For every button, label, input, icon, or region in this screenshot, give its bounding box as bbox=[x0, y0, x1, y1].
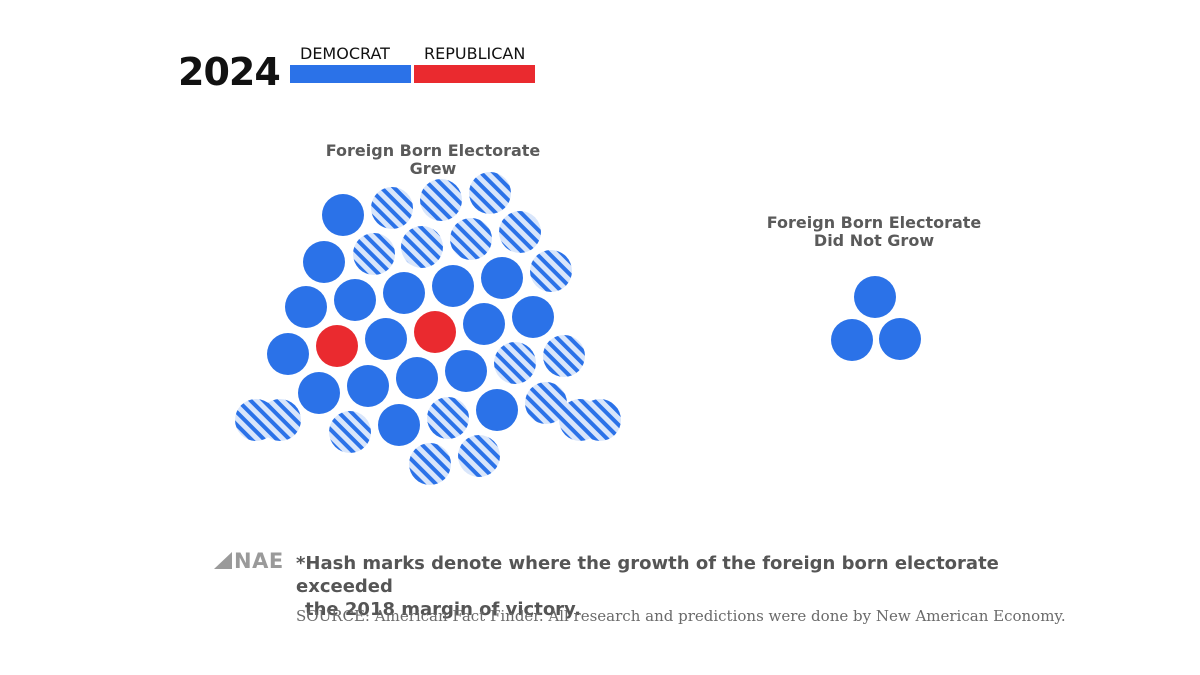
legend-republican-label: REPUBLICAN bbox=[424, 44, 526, 63]
dot-democrat-hash-c0-31 bbox=[525, 382, 567, 424]
legend-democrat-label: DEMOCRAT bbox=[300, 44, 390, 63]
footnote-line1: *Hash marks denote where the growth of t… bbox=[296, 553, 999, 597]
dot-democrat-hash-c0-1 bbox=[371, 187, 413, 229]
dot-republican-c0-16 bbox=[316, 325, 358, 367]
source-note: SOURCE: American Fact Finder. All resear… bbox=[296, 607, 1066, 625]
cluster-title-grew: Foreign Born Electorate Grew bbox=[325, 141, 541, 178]
dot-democrat-hash-c0-29 bbox=[427, 397, 469, 439]
dot-democrat-c0-22 bbox=[347, 365, 389, 407]
cluster-title-not-grew: Foreign Born Electorate Did Not Grow bbox=[760, 214, 988, 250]
dot-democrat-hash-c0-5 bbox=[353, 233, 395, 275]
dot-democrat-hash-c0-26 bbox=[543, 335, 585, 377]
dot-democrat-c0-21 bbox=[298, 372, 340, 414]
dot-democrat-hash-c0-32 bbox=[409, 443, 451, 485]
dot-democrat-hash-c0-3 bbox=[469, 172, 511, 214]
legend-democrat-swatch bbox=[290, 65, 411, 83]
dot-democrat-hash-c0-2 bbox=[420, 179, 462, 221]
dot-democrat-hash-c0-36 bbox=[559, 399, 601, 441]
dot-democrat-c0-12 bbox=[432, 265, 474, 307]
dot-democrat-c0-17 bbox=[365, 318, 407, 360]
dot-democrat-hash-c0-25 bbox=[494, 342, 536, 384]
footnote: *Hash marks denote where the growth of t… bbox=[296, 552, 1036, 621]
dot-democrat-c0-11 bbox=[383, 272, 425, 314]
cluster-title-not-grew-line2: Did Not Grow bbox=[813, 231, 935, 250]
dot-democrat-hash-c0-27 bbox=[329, 411, 371, 453]
dot-democrat-c1-0 bbox=[854, 276, 896, 318]
nae-logo: NAE bbox=[214, 549, 284, 573]
dot-democrat-c0-4 bbox=[303, 241, 345, 283]
dot-democrat-c0-23 bbox=[396, 357, 438, 399]
nae-logo-text: NAE bbox=[234, 549, 284, 573]
dot-democrat-c0-30 bbox=[476, 389, 518, 431]
dot-democrat-c1-1 bbox=[831, 319, 873, 361]
dot-democrat-hash-c0-8 bbox=[499, 211, 541, 253]
dot-democrat-hash-c0-33 bbox=[458, 435, 500, 477]
dot-democrat-hash-c0-14 bbox=[530, 250, 572, 292]
dot-democrat-c0-19 bbox=[463, 303, 505, 345]
dot-democrat-hash-c0-6 bbox=[401, 226, 443, 268]
dot-democrat-c0-15 bbox=[267, 333, 309, 375]
dot-democrat-c0-0 bbox=[322, 194, 364, 236]
legend-republican-swatch bbox=[414, 65, 535, 83]
dot-democrat-hash-c0-7 bbox=[450, 218, 492, 260]
legend-republican: REPUBLICAN bbox=[414, 44, 535, 84]
cluster-title-not-grew-line1: Foreign Born Electorate bbox=[766, 213, 982, 232]
dot-democrat-c0-13 bbox=[481, 257, 523, 299]
dot-democrat-c0-28 bbox=[378, 404, 420, 446]
nae-logo-triangle-icon bbox=[214, 552, 232, 569]
dot-democrat-c0-9 bbox=[285, 286, 327, 328]
legend-democrat: DEMOCRAT bbox=[290, 44, 411, 84]
dot-democrat-c0-20 bbox=[512, 296, 554, 338]
dot-democrat-c1-2 bbox=[879, 318, 921, 360]
dot-republican-c0-18 bbox=[414, 311, 456, 353]
chart-title-year: 2024 bbox=[178, 50, 281, 94]
dot-democrat-c0-10 bbox=[334, 279, 376, 321]
footnote-line2: the 2018 margin of victory. bbox=[305, 599, 581, 620]
dot-democrat-hash-c0-37 bbox=[259, 399, 301, 441]
dot-democrat-c0-24 bbox=[445, 350, 487, 392]
